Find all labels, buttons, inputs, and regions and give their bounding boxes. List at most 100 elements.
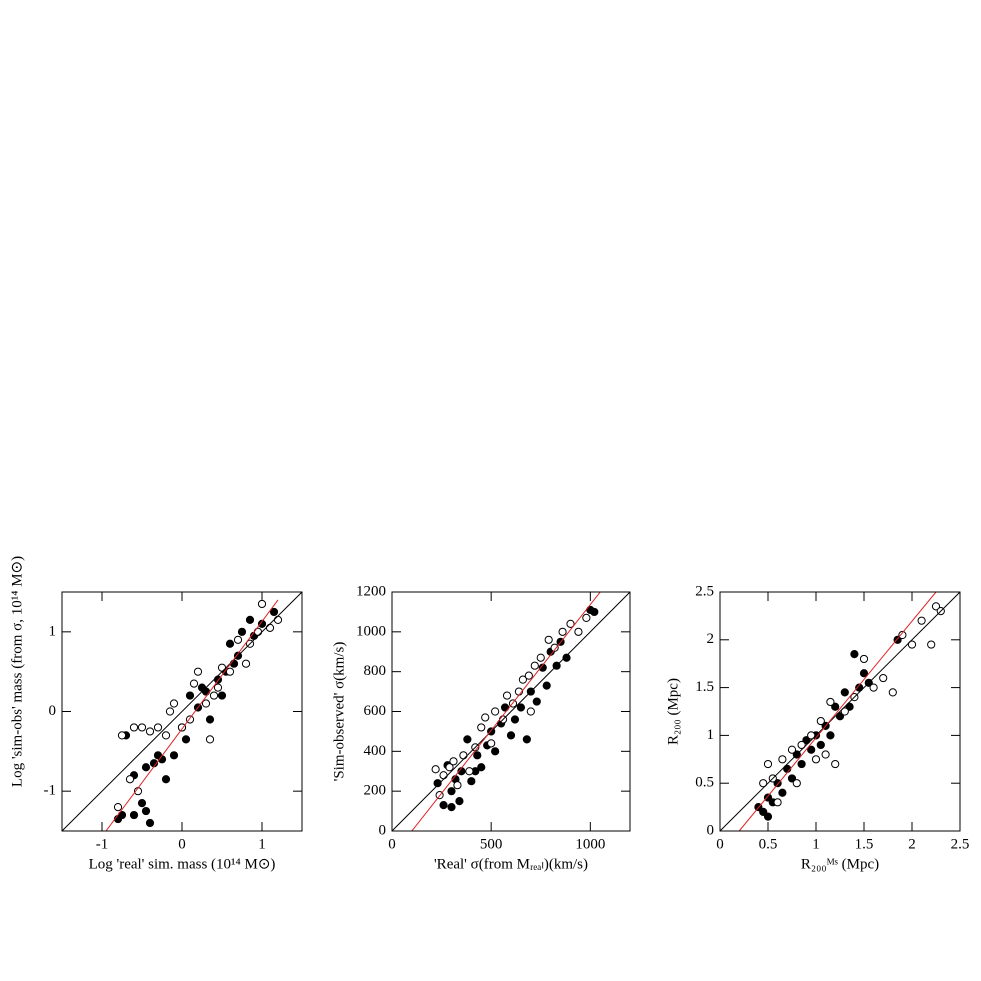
point xyxy=(558,627,567,636)
point xyxy=(439,801,448,810)
point xyxy=(582,613,591,622)
point xyxy=(165,707,175,716)
point xyxy=(459,751,468,760)
point xyxy=(463,735,472,744)
point xyxy=(447,787,456,796)
point xyxy=(562,653,571,662)
point xyxy=(217,663,227,672)
point xyxy=(763,759,773,769)
reference-line xyxy=(411,592,601,831)
point xyxy=(502,691,512,700)
point xyxy=(141,763,151,772)
point xyxy=(530,661,539,670)
point xyxy=(816,740,825,750)
x-tick-label: 1 xyxy=(258,836,266,852)
point xyxy=(213,683,223,692)
point xyxy=(209,691,219,700)
point xyxy=(835,712,845,721)
point xyxy=(590,607,599,617)
point xyxy=(241,659,251,668)
point xyxy=(536,653,545,662)
point xyxy=(233,635,243,644)
y-tick-label: 200 xyxy=(364,783,387,799)
point xyxy=(113,803,123,812)
point xyxy=(522,735,531,744)
point xyxy=(778,788,787,797)
point xyxy=(161,775,171,784)
point xyxy=(161,731,171,740)
point xyxy=(524,671,533,680)
point xyxy=(237,627,247,636)
y-tick-label: 1000 xyxy=(356,623,386,639)
point xyxy=(811,755,821,764)
y-tick-label: 1200 xyxy=(356,583,386,599)
point xyxy=(797,740,806,750)
point xyxy=(879,673,888,683)
reference-line xyxy=(720,592,960,831)
y-tick-label: 1 xyxy=(707,727,715,743)
point xyxy=(816,716,825,726)
point xyxy=(859,669,869,678)
point xyxy=(888,688,897,697)
y-axis-label: R₂₀₀ (Mpc) xyxy=(665,678,681,745)
point xyxy=(763,812,773,821)
x-axis-label: Log 'real' sim. mass (10¹⁴ M⊙) xyxy=(89,856,276,872)
point xyxy=(169,699,179,708)
reference-line xyxy=(62,592,302,831)
point xyxy=(253,627,263,636)
x-axis-label: 'Real' σ(from Mᵣₑₐₗ)(km/s) xyxy=(434,856,588,872)
point xyxy=(445,763,454,772)
point xyxy=(145,818,155,828)
point xyxy=(526,707,535,716)
y-tick-label: 1 xyxy=(49,623,57,639)
point xyxy=(773,798,782,807)
plot-area xyxy=(62,592,302,831)
x-tick-label: 0.5 xyxy=(759,836,778,852)
point xyxy=(538,663,547,672)
point xyxy=(467,777,476,786)
point xyxy=(197,683,207,692)
point xyxy=(431,765,440,774)
x-tick-label: 2 xyxy=(908,836,916,852)
point xyxy=(931,602,941,611)
y-axis-label: Log 'sim-obs' mass (from σ, 10¹⁴ M⊙) xyxy=(9,556,25,787)
x-tick-label: 500 xyxy=(480,836,503,852)
point xyxy=(821,750,830,759)
plot-area xyxy=(720,592,960,831)
point xyxy=(542,681,551,690)
reference-line xyxy=(105,599,279,831)
point xyxy=(205,735,215,744)
y-tick-label: 1.5 xyxy=(695,679,714,695)
point xyxy=(516,703,526,712)
point xyxy=(831,759,840,769)
y-tick-label: 400 xyxy=(364,743,387,759)
point xyxy=(481,713,490,722)
point xyxy=(859,654,869,664)
point xyxy=(850,650,859,659)
axes-frame xyxy=(719,591,961,832)
point xyxy=(185,691,195,700)
x-axis-label: R₂₀₀ᴹˢ (Mpc) xyxy=(801,856,879,872)
y-tick-label: 800 xyxy=(364,663,387,679)
point xyxy=(491,707,500,716)
point xyxy=(153,723,163,732)
x-tick-label: 1.5 xyxy=(855,836,874,852)
point xyxy=(510,715,520,724)
point xyxy=(807,731,816,740)
point xyxy=(826,697,835,707)
x-tick-label: 0 xyxy=(388,836,396,852)
point xyxy=(473,751,482,760)
x-tick-label: 1 xyxy=(812,836,820,852)
point xyxy=(792,779,801,788)
point xyxy=(477,723,486,732)
point xyxy=(129,810,139,820)
point xyxy=(205,715,215,724)
point xyxy=(453,781,462,790)
point xyxy=(802,736,811,745)
point xyxy=(807,745,816,754)
point xyxy=(125,775,135,784)
point xyxy=(907,640,917,649)
y-tick-label: 0 xyxy=(49,703,57,719)
point xyxy=(763,793,773,802)
y-tick-label: 0.5 xyxy=(695,775,714,791)
